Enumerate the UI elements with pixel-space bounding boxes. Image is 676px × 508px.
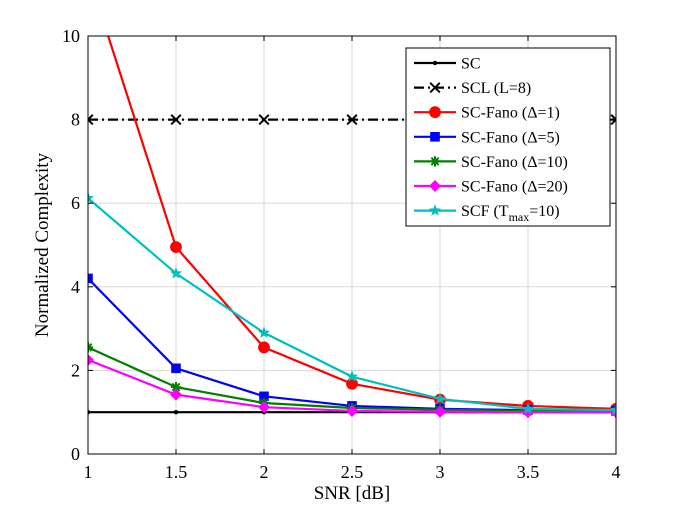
legend-item: SCL (L=8) [414, 80, 531, 97]
data-point [346, 370, 358, 382]
legend-item: SC-Fano (Δ=1) [414, 105, 560, 122]
data-point [610, 114, 616, 126]
y-tick-label: 0 [71, 444, 80, 464]
data-point [170, 382, 182, 393]
legend-marker [429, 204, 441, 216]
data-point [171, 363, 181, 374]
x-tick-label: 2 [260, 462, 269, 482]
data-point [258, 341, 270, 354]
data-point [346, 404, 358, 417]
x-tick-label: 1 [84, 462, 93, 482]
axis-ticks: 1 1.5 2 2.5 3 3.5 4 0 2 4 6 8 10 [62, 26, 621, 482]
x-tick-label: 4 [612, 462, 621, 482]
legend-marker [429, 82, 441, 94]
data-point [346, 377, 358, 390]
y-tick-label: 8 [71, 110, 80, 130]
legend-item: SCF (Tmax=10) [414, 203, 560, 224]
legend-marker [429, 106, 441, 119]
legend-label: SCL (L=8) [461, 80, 531, 97]
data-point [170, 114, 182, 126]
data-point [258, 401, 270, 414]
data-point [170, 241, 182, 253]
y-axis-label: Normalized Complexity [32, 152, 53, 337]
data-point [610, 403, 616, 416]
x-tick-label: 2.5 [341, 462, 364, 482]
data-point [173, 410, 179, 415]
data-point [434, 392, 446, 404]
legend-item: SC-Fano (Δ=5) [414, 129, 560, 146]
data-point [88, 273, 93, 284]
legend-label: SC-Fano (Δ=1) [461, 105, 560, 122]
data-point [522, 402, 534, 414]
legend-marker [429, 156, 441, 167]
y-tick-label: 4 [71, 277, 80, 297]
data-point [88, 191, 94, 204]
y-tick-label: 6 [71, 193, 80, 213]
legend-marker [429, 180, 441, 192]
data-point [170, 267, 182, 279]
legend-label: SC [461, 56, 481, 73]
series-6 [88, 191, 616, 416]
legend-label: SC-Fano (Δ=10) [461, 154, 568, 171]
legend-label: SC-Fano (Δ=5) [461, 129, 560, 146]
legend-marker [430, 132, 440, 142]
data-point [258, 114, 270, 126]
legend: SC SCL (L=8) SC-Fano (Δ=1) SC-Fano (Δ=5) SC-… [405, 47, 611, 227]
legend-marker [432, 60, 438, 66]
x-axis-label: SNR [dB] [314, 483, 391, 504]
data-point [170, 388, 182, 401]
series-layer [88, 36, 616, 419]
x-tick-label: 1.5 [165, 462, 188, 482]
data-point [88, 353, 94, 366]
legend-item: SC-Fano (Δ=10) [414, 154, 568, 171]
x-tick-label: 3 [436, 462, 445, 482]
data-point [88, 114, 94, 126]
series-5 [88, 353, 616, 419]
data-point [88, 410, 91, 415]
x-tick-label: 3.5 [517, 462, 540, 482]
legend-label: SCF (Tmax=10) [461, 203, 560, 224]
y-tick-label: 2 [71, 360, 80, 380]
data-point [346, 114, 358, 126]
data-point [259, 391, 269, 402]
y-tick-label: 10 [62, 26, 80, 46]
data-point [434, 405, 446, 418]
legend-item: SC-Fano (Δ=20) [414, 179, 568, 196]
legend-item: SC [414, 56, 481, 73]
legend-label: SC-Fano (Δ=20) [461, 179, 568, 196]
data-point [258, 326, 270, 338]
